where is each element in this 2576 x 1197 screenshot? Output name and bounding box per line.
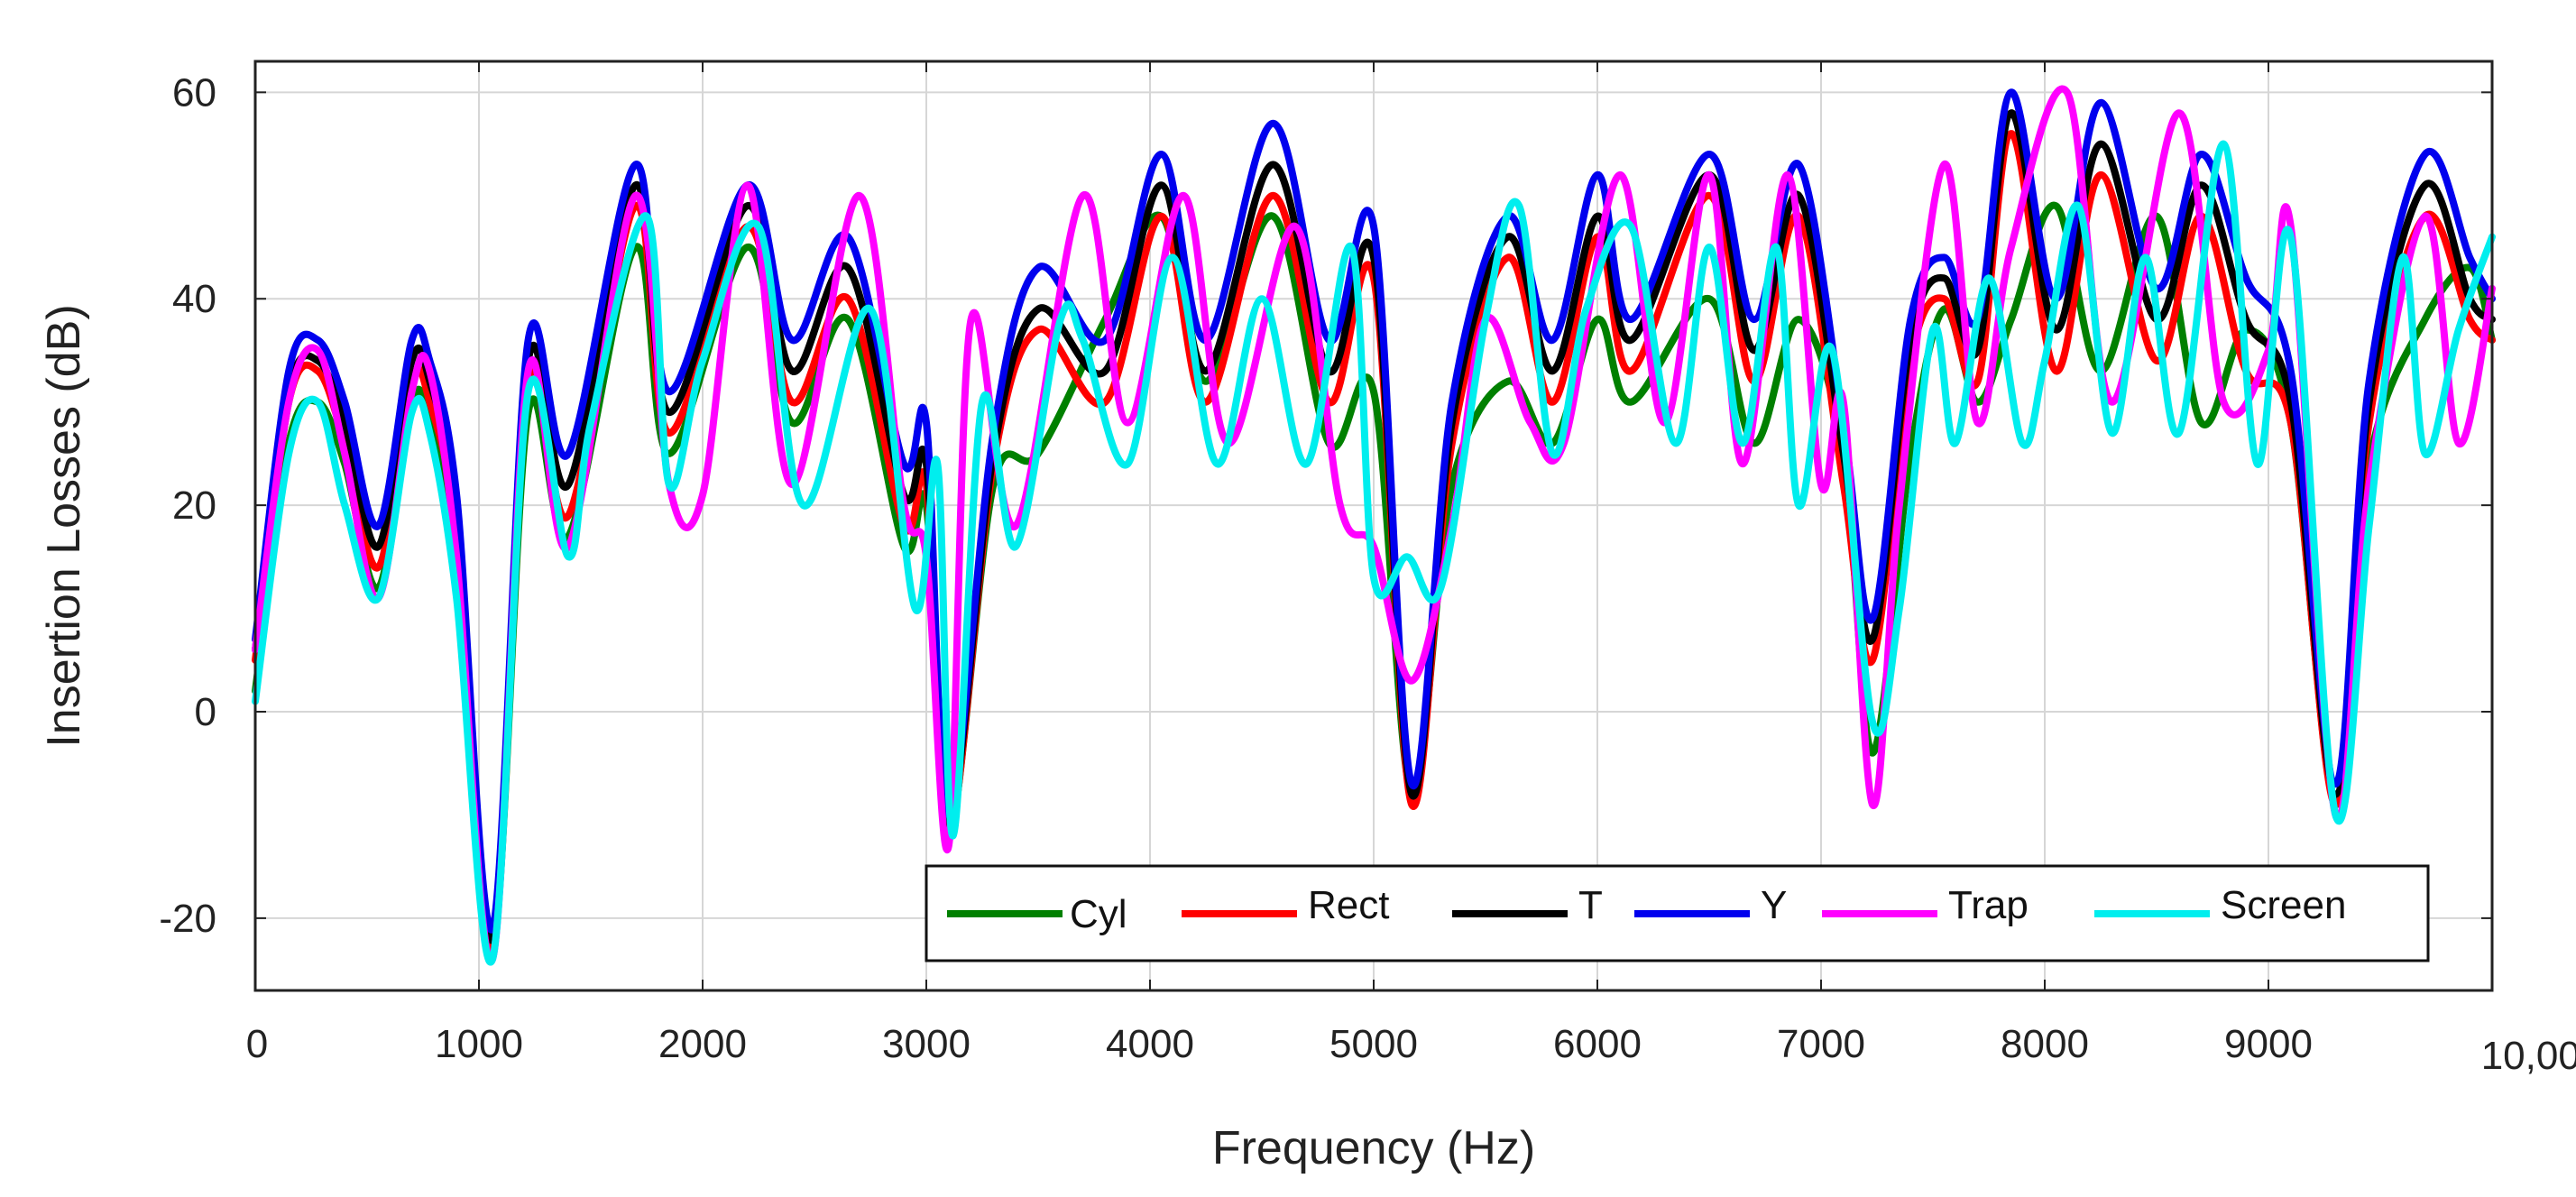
y-tick-label: 0 — [195, 690, 216, 734]
legend: Cyl Rect T Y Trap Screen — [925, 864, 2430, 962]
x-tick-label: 1000 — [435, 1022, 523, 1066]
x-tick-label: 0 — [246, 1022, 268, 1066]
x-tick-label: 7000 — [1777, 1022, 1865, 1066]
x-axis-title: Frequency (Hz) — [1212, 1122, 1535, 1174]
legend-label-rect: Rect — [1308, 883, 1389, 927]
legend-label-trap: Trap — [1948, 883, 2029, 927]
y-axis-title: Insertion Losses (dB) — [38, 304, 90, 747]
x-tick-label: 4000 — [1106, 1022, 1194, 1066]
x-tick-label: 6000 — [1553, 1022, 1642, 1066]
y-tick-label: 20 — [172, 483, 216, 528]
series-line-y — [252, 88, 2496, 934]
legend-label-t: T — [1578, 883, 1603, 927]
y-tick-label: -20 — [159, 897, 216, 941]
x-tick-label: 10,000 — [2481, 1034, 2576, 1078]
x-tick-label: 2000 — [658, 1022, 747, 1066]
series-line-screen — [252, 140, 2496, 966]
y-tick-label: 40 — [172, 277, 216, 321]
x-tick-label: 3000 — [882, 1022, 971, 1066]
x-tick-label: 9000 — [2224, 1022, 2313, 1066]
x-tick-label: 8000 — [2001, 1022, 2089, 1066]
legend-label-y: Y — [1761, 883, 1787, 927]
legend-label-screen: Screen — [2221, 883, 2346, 927]
legend-label-cyl: Cyl — [1070, 892, 1127, 936]
x-tick-label: 5000 — [1329, 1022, 1418, 1066]
series-layer — [252, 85, 2496, 966]
series-line-t — [252, 109, 2496, 944]
ticks — [254, 61, 2493, 990]
y-tick-label: 60 — [172, 70, 216, 115]
tick-labels: 0 1000 2000 3000 4000 5000 6000 7000 8000 9000 10,… — [159, 70, 2576, 1078]
